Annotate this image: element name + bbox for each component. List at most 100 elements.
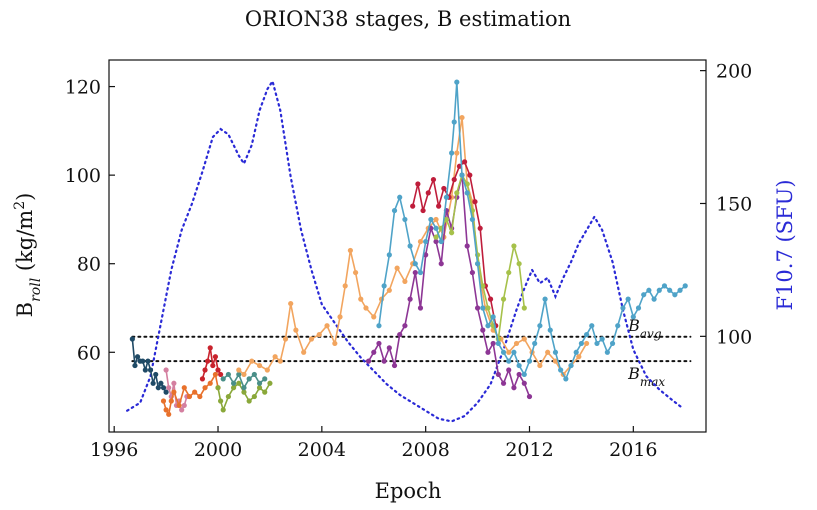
data-point-stage-crimson (441, 185, 447, 192)
data-point-stage-sky-blue (630, 314, 636, 320)
data-point-stage-sky-blue (423, 238, 429, 245)
data-point-stage-sky-blue (532, 340, 538, 347)
data-point-stage-peach (386, 287, 392, 293)
data-point-stage-sky-blue (412, 261, 418, 267)
data-point-stage-sky-blue (542, 296, 548, 302)
data-point-stage-olive (251, 393, 257, 400)
data-point-stage-sky-blue (609, 340, 616, 347)
f107-line (126, 78, 684, 423)
data-point-stage-peach (316, 331, 322, 338)
data-point-stage-orange (186, 393, 193, 400)
data-point-stage-light-green (516, 261, 522, 267)
data-point-stage-purple (521, 380, 527, 386)
data-point-stage-sky-blue (500, 349, 507, 355)
data-point-stage-peach (241, 371, 247, 378)
data-point-stage-sky-blue (438, 238, 444, 245)
b-series (129, 79, 688, 417)
data-point-stage-purple (407, 296, 413, 302)
data-point-stage-purple (506, 367, 512, 373)
data-point-stage-dark-navy (142, 367, 148, 373)
data-point-stage-peach (513, 340, 520, 347)
data-point-stage-light-green (485, 305, 491, 311)
data-point-stage-sky-blue (449, 150, 455, 156)
data-point-stage-dark-navy (147, 367, 154, 373)
data-point-stage-red (207, 345, 213, 351)
data-point-stage-sky-blue (397, 194, 403, 200)
data-point-stage-pink (171, 380, 177, 386)
data-point-stage-purple (402, 323, 408, 329)
data-point-stage-orange (197, 393, 203, 400)
x-tick-label: 2016 (609, 439, 657, 461)
data-point-stage-dark-navy (158, 380, 164, 386)
series-stage-crimson (410, 159, 499, 329)
data-point-stage-crimson (410, 203, 416, 209)
data-point-stage-purple (485, 349, 491, 355)
x-tick-label: 2008 (401, 439, 449, 461)
data-point-stage-teal (236, 371, 242, 378)
data-point-stage-purple (495, 371, 501, 378)
data-point-stage-sky-blue (402, 216, 408, 223)
data-point-stage-orange (207, 380, 213, 386)
y-axis-label: Broll (kg/m2) (12, 193, 44, 318)
data-point-stage-peach (521, 336, 527, 342)
data-point-stage-peach (352, 269, 359, 276)
data-point-stage-sky-blue (677, 287, 683, 293)
data-point-stage-crimson (477, 225, 483, 231)
series-stage-sky-blue (376, 79, 688, 382)
data-point-stage-peach (337, 314, 343, 320)
x-tick-label: 2000 (194, 439, 242, 461)
data-point-stage-red (210, 362, 216, 369)
data-point-stage-dark-navy (155, 385, 161, 391)
data-point-stage-sky-blue (428, 216, 434, 223)
data-point-stage-red (205, 358, 211, 364)
data-point-stage-peach (459, 114, 465, 121)
data-point-stage-sky-blue (656, 287, 662, 293)
data-point-stage-sky-blue (558, 367, 564, 373)
ref-label-avg: Bavg (627, 316, 662, 341)
data-point-stage-orange (168, 398, 174, 404)
data-point-stage-peach (394, 265, 400, 271)
data-point-stage-sky-blue (589, 323, 595, 329)
data-point-stage-peach (342, 283, 348, 289)
f107-series (126, 78, 684, 423)
data-point-stage-purple (490, 340, 496, 347)
data-point-stage-light-green (433, 234, 439, 240)
data-point-stage-sky-blue (661, 283, 668, 289)
data-point-stage-sky-blue (568, 362, 574, 369)
data-point-stage-light-green (464, 181, 470, 187)
ref-label-max: Bmax (627, 364, 665, 389)
data-point-stage-crimson (420, 207, 426, 214)
data-point-stage-dark-navy (134, 354, 141, 360)
data-point-stage-sky-blue (620, 305, 626, 311)
data-point-stage-light-green (480, 283, 486, 289)
data-point-stage-purple (381, 358, 387, 364)
data-point-stage-olive (246, 398, 252, 404)
data-point-stage-dark-navy (132, 362, 138, 369)
y2-axis-label: F10.7 (SFU) (773, 179, 797, 310)
data-point-stage-crimson (436, 203, 442, 209)
data-point-stage-sky-blue (672, 292, 678, 298)
data-point-stage-light-green (449, 230, 455, 236)
data-point-stage-peach (584, 340, 590, 347)
data-point-stage-sky-blue (682, 283, 688, 289)
data-point-stage-sky-blue (495, 340, 501, 347)
y-axis-label-unit: (kg/m (13, 210, 37, 278)
data-point-stage-peach (433, 216, 439, 223)
data-point-stage-peach (552, 358, 559, 364)
data-point-stage-crimson (430, 176, 437, 183)
data-point-stage-red (212, 354, 219, 360)
data-point-stage-purple (376, 340, 382, 347)
data-point-stage-purple (412, 269, 418, 276)
data-point-stage-crimson (472, 199, 478, 205)
data-point-stage-purple (526, 393, 533, 400)
data-point-stage-sky-blue (506, 358, 512, 364)
data-point-stage-sky-blue (417, 269, 424, 276)
y-tick-label: 120 (65, 77, 101, 99)
data-point-stage-sky-blue (651, 296, 657, 302)
y2-tick-label: 100 (716, 326, 752, 348)
data-point-stage-dark-navy (163, 389, 169, 395)
data-point-stage-purple (365, 358, 372, 364)
data-point-stage-sky-blue (511, 349, 517, 355)
data-point-stage-dark-navy (140, 358, 146, 364)
data-point-stage-sky-blue (459, 172, 465, 178)
